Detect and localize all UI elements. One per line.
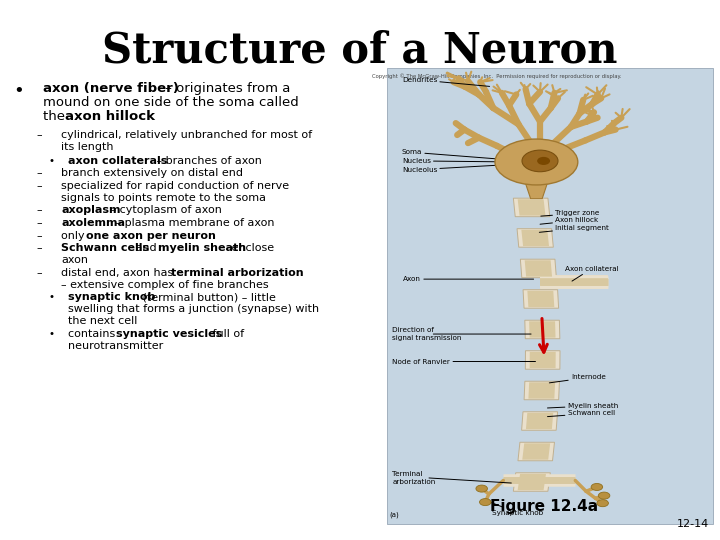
Text: –: – — [36, 268, 42, 278]
Text: neurotransmitter: neurotransmitter — [68, 341, 163, 351]
Text: specialized for rapid conduction of nerve: specialized for rapid conduction of nerv… — [61, 181, 289, 191]
Text: Axon hillock: Axon hillock — [540, 218, 598, 224]
Text: 12-14: 12-14 — [677, 519, 709, 529]
Text: myelin sheath: myelin sheath — [158, 244, 246, 253]
Polygon shape — [513, 198, 550, 217]
Text: –: – — [36, 168, 42, 178]
Ellipse shape — [597, 500, 608, 507]
Polygon shape — [528, 382, 555, 399]
Text: –: – — [36, 181, 42, 191]
Text: axolemma: axolemma — [61, 218, 125, 228]
Polygon shape — [529, 321, 556, 338]
Text: – originates from a: – originates from a — [161, 82, 290, 95]
Text: the: the — [43, 110, 69, 123]
Ellipse shape — [591, 483, 603, 490]
FancyBboxPatch shape — [387, 68, 713, 524]
Text: Copyright © The McGraw-Hill Companies, Inc.  Permission required for reproductio: Copyright © The McGraw-Hill Companies, I… — [372, 73, 621, 78]
Text: one axon per neuron: one axon per neuron — [86, 231, 215, 241]
Polygon shape — [518, 442, 554, 461]
Polygon shape — [522, 443, 550, 460]
Text: – cytoplasm of axon: – cytoplasm of axon — [107, 205, 222, 215]
Polygon shape — [513, 473, 550, 491]
Text: Synaptic knob: Synaptic knob — [487, 501, 544, 516]
Polygon shape — [526, 351, 560, 369]
Text: – extensive complex of fine branches: – extensive complex of fine branches — [61, 280, 269, 290]
Text: •: • — [49, 293, 55, 302]
Text: mound on one side of the soma called: mound on one side of the soma called — [43, 96, 299, 109]
Text: terminal arborization: terminal arborization — [171, 268, 303, 278]
Text: signals to points remote to the soma: signals to points remote to the soma — [61, 193, 266, 203]
Polygon shape — [526, 184, 547, 199]
Polygon shape — [518, 474, 546, 490]
Text: synaptic knob: synaptic knob — [68, 293, 156, 302]
Text: axon collaterals: axon collaterals — [68, 156, 168, 166]
Text: –: – — [36, 218, 42, 228]
Text: Terminal
arborization: Terminal arborization — [392, 471, 436, 484]
Text: axon (nerve fiber): axon (nerve fiber) — [43, 82, 179, 95]
Ellipse shape — [495, 139, 577, 185]
Text: Nucleolus: Nucleolus — [402, 163, 536, 173]
Ellipse shape — [537, 157, 550, 165]
Polygon shape — [521, 412, 557, 430]
Text: Figure 12.4a: Figure 12.4a — [490, 499, 598, 514]
Text: its length: its length — [61, 141, 114, 152]
Text: Axon: Axon — [403, 276, 534, 282]
Text: and: and — [132, 244, 160, 253]
Text: Initial segment: Initial segment — [539, 225, 609, 232]
Polygon shape — [517, 229, 553, 247]
Text: (a): (a) — [390, 512, 400, 518]
Text: only: only — [61, 231, 89, 241]
Text: •: • — [49, 329, 55, 339]
Polygon shape — [527, 291, 554, 307]
Text: –: – — [36, 130, 42, 140]
Text: Node of Ranvier: Node of Ranvier — [392, 359, 536, 364]
Text: distal end, axon has: distal end, axon has — [61, 268, 177, 278]
Text: Nucleus: Nucleus — [402, 158, 518, 164]
Text: contains: contains — [68, 329, 119, 339]
Polygon shape — [521, 230, 549, 246]
Ellipse shape — [476, 485, 487, 492]
Text: the next cell: the next cell — [68, 316, 138, 326]
Polygon shape — [521, 259, 557, 278]
Text: swelling that forms a junction (synapse) with: swelling that forms a junction (synapse)… — [68, 305, 320, 314]
Ellipse shape — [522, 150, 558, 172]
Ellipse shape — [598, 492, 610, 499]
Text: Direction of
signal transmission: Direction of signal transmission — [392, 327, 462, 341]
Text: –: – — [36, 231, 42, 241]
Polygon shape — [525, 260, 552, 276]
Text: – branches of axon: – branches of axon — [153, 156, 262, 166]
Text: •: • — [49, 156, 55, 166]
Text: Internode: Internode — [549, 374, 606, 383]
Text: branch extensively on distal end: branch extensively on distal end — [61, 168, 243, 178]
Text: –: – — [36, 244, 42, 253]
Polygon shape — [524, 381, 559, 400]
Polygon shape — [526, 413, 553, 429]
Text: Schwann cells: Schwann cells — [61, 244, 149, 253]
Text: Schwann cell: Schwann cell — [547, 410, 615, 417]
Text: axoplasm: axoplasm — [61, 205, 121, 215]
Text: –: – — [36, 205, 42, 215]
Text: Soma: Soma — [402, 149, 495, 159]
Text: Axon collateral: Axon collateral — [564, 266, 618, 281]
Text: enclose: enclose — [228, 244, 274, 253]
Text: •: • — [13, 82, 24, 100]
Text: full of: full of — [209, 329, 244, 339]
Text: Trigger zone: Trigger zone — [541, 211, 600, 217]
Polygon shape — [518, 199, 546, 215]
Polygon shape — [525, 320, 560, 339]
Text: cylindrical, relatively unbranched for most of: cylindrical, relatively unbranched for m… — [61, 130, 312, 140]
Text: Structure of a Neuron: Structure of a Neuron — [102, 30, 618, 72]
Text: axon: axon — [61, 255, 89, 265]
Text: – plasma membrane of axon: – plasma membrane of axon — [112, 218, 274, 228]
Ellipse shape — [480, 498, 491, 505]
Text: synaptic vesicles: synaptic vesicles — [116, 329, 222, 339]
Polygon shape — [523, 289, 559, 308]
Text: Dendrites: Dendrites — [402, 77, 490, 86]
Polygon shape — [530, 352, 556, 368]
Text: (terminal button) – little: (terminal button) – little — [139, 293, 276, 302]
Text: Myelin sheath: Myelin sheath — [547, 403, 618, 409]
Text: axon hillock: axon hillock — [65, 110, 155, 123]
